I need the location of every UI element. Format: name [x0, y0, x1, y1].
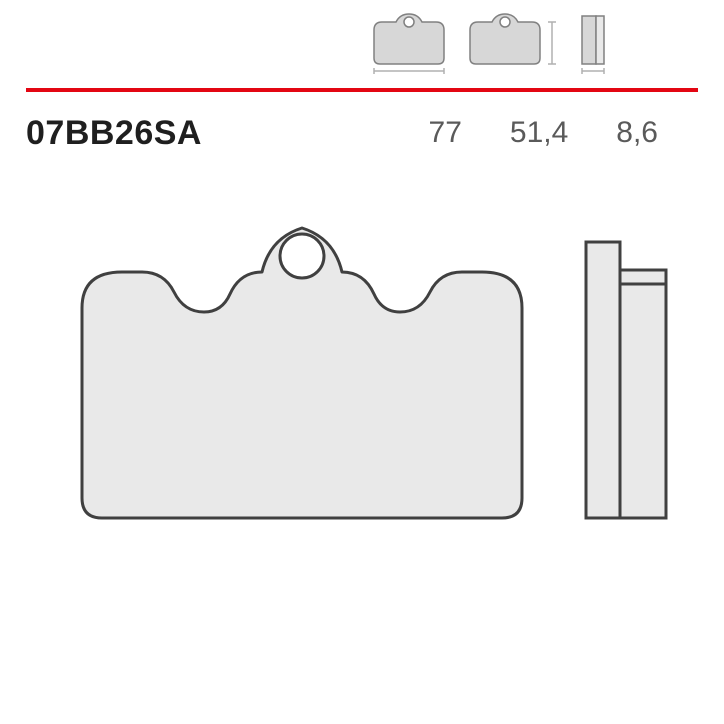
pad-front-icon	[466, 10, 558, 74]
accent-divider	[26, 88, 698, 92]
dim-thickness: 8,6	[616, 116, 658, 150]
icon-height-view	[466, 10, 558, 74]
part-number: 07BB26SA	[26, 114, 202, 153]
pad-side-icon	[576, 10, 610, 74]
diagram-canvas: 07BB26SA 77 51,4 8,6	[0, 0, 724, 724]
main-figure	[26, 198, 698, 618]
front-view	[82, 228, 522, 518]
pad-front-icon	[370, 10, 448, 74]
side-view	[586, 242, 666, 518]
dim-height: 51,4	[510, 116, 568, 150]
brake-pad-diagram	[26, 198, 698, 618]
icon-width-view	[370, 10, 448, 74]
header-icon-row	[370, 10, 610, 74]
dim-width: 77	[429, 116, 462, 150]
icon-thickness-view	[576, 10, 610, 74]
labels-row: 07BB26SA 77 51,4 8,6	[26, 108, 698, 154]
dimensions-row: 77 51,4 8,6	[429, 116, 658, 150]
